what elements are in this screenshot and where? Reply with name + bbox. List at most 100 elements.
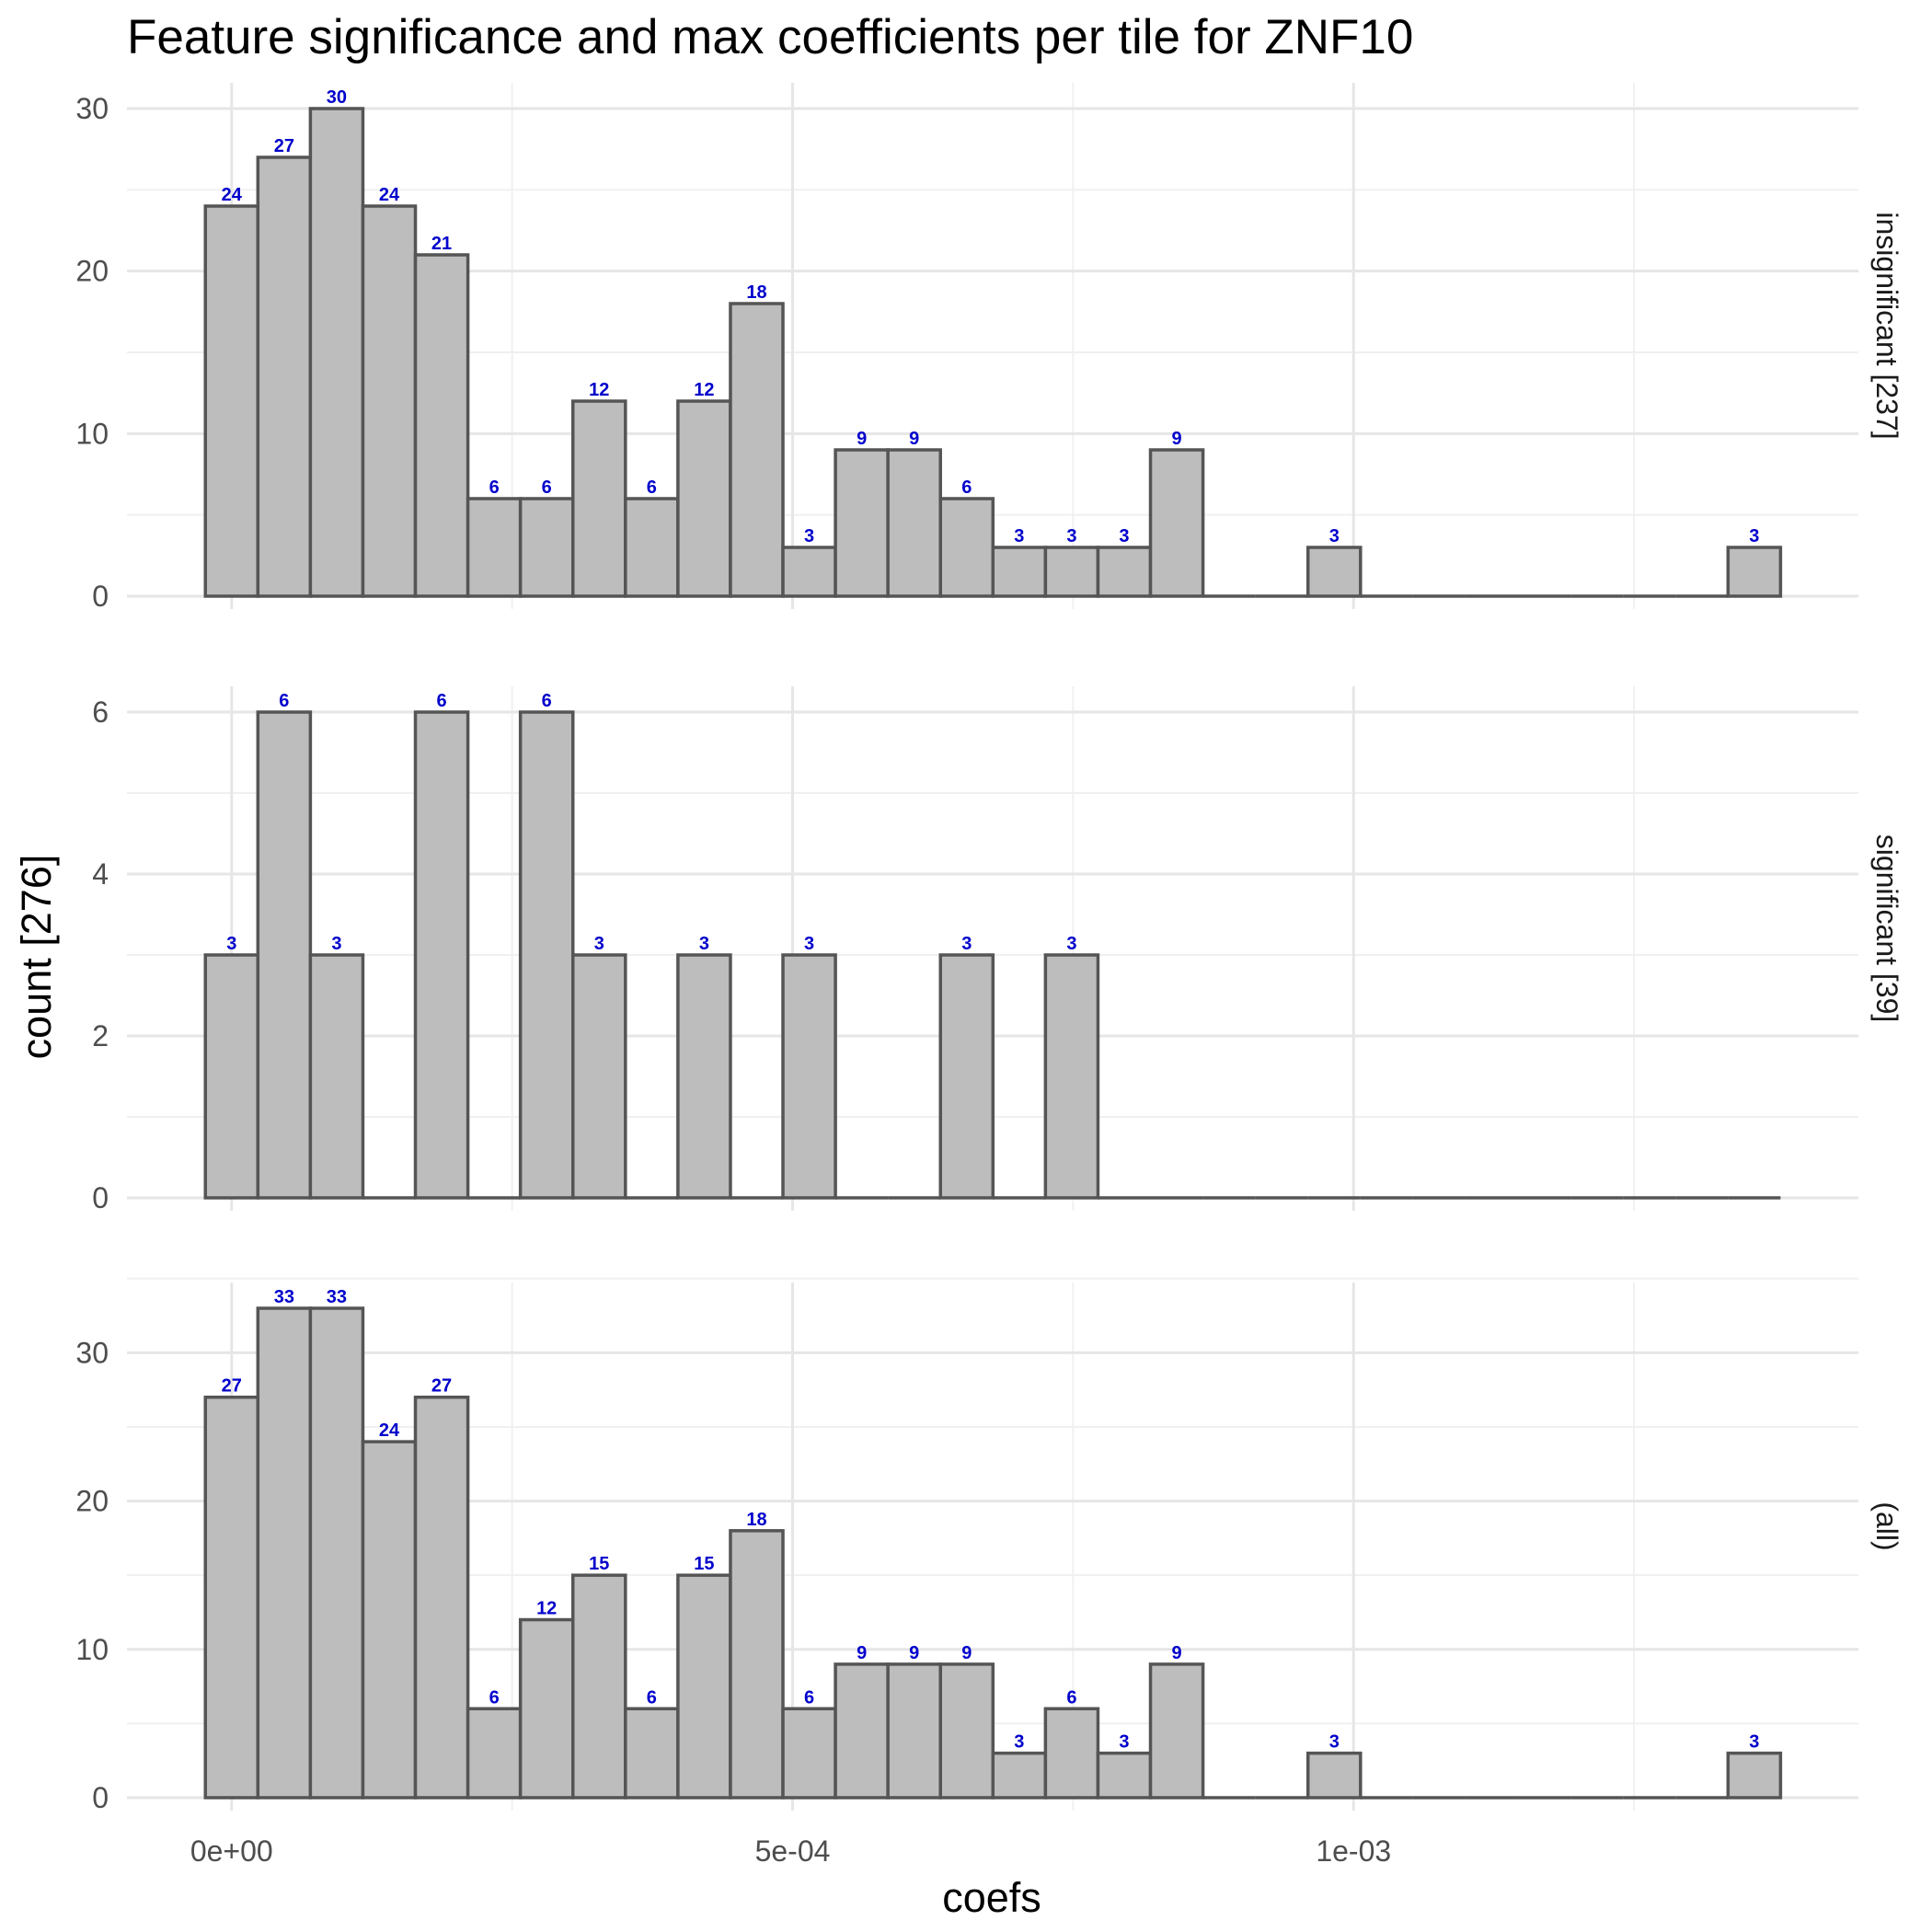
- bar-count-label: 6: [542, 691, 552, 711]
- histogram-bar: [886, 1662, 942, 1800]
- histogram-bar: [624, 497, 680, 598]
- bar-count-label: 3: [1014, 526, 1024, 546]
- histogram-bar: [1096, 1751, 1153, 1800]
- bar-count-label: 3: [699, 934, 709, 954]
- histogram-bar: [570, 399, 627, 598]
- y-tick-label: 0: [92, 1181, 109, 1214]
- chart-title: Feature significance and max coefficient…: [127, 10, 1413, 64]
- bar-count-label: 9: [909, 1643, 919, 1663]
- histogram-bar: [361, 1440, 418, 1800]
- bar-count-label: 3: [1329, 526, 1340, 546]
- bar-count-label: 33: [327, 1287, 347, 1307]
- y-tick-label: 6: [92, 696, 109, 729]
- bar-count-label: 24: [379, 1420, 400, 1441]
- histogram-bar: [781, 953, 837, 1200]
- histogram-bar: [991, 1751, 1048, 1800]
- histogram-bar: [203, 953, 260, 1200]
- facet-strip-label: (all): [1870, 1501, 1903, 1550]
- bar-count-label: 6: [647, 477, 657, 498]
- bar-count-label: 3: [331, 934, 341, 954]
- histogram-bar: [1043, 953, 1100, 1200]
- bar-count-label: 18: [746, 1510, 766, 1530]
- histogram-bar: [466, 497, 523, 598]
- histogram-bar: [1043, 546, 1100, 598]
- histogram-bar: [256, 155, 313, 598]
- histogram-bar: [886, 448, 942, 598]
- bar-count-label: 6: [804, 1687, 814, 1708]
- histogram-bar: [308, 953, 365, 1200]
- x-tick-label: 1e-03: [1316, 1834, 1391, 1868]
- histogram-bar: [361, 204, 418, 598]
- histogram-bar: [1096, 546, 1153, 598]
- histogram-bar: [834, 448, 890, 598]
- y-tick-label: 20: [75, 1485, 109, 1518]
- x-axis: 0e+00 5e-04 1e-03: [190, 1834, 1391, 1868]
- x-axis-title: coefs: [942, 1874, 1041, 1921]
- histogram-bar: [518, 1617, 575, 1800]
- y-tick-label: 0: [92, 1781, 109, 1814]
- x-tick-label: 0e+00: [190, 1834, 273, 1868]
- bar-count-label: 9: [857, 429, 867, 449]
- histogram-bar: [781, 546, 837, 598]
- histogram-bar: [834, 1662, 890, 1800]
- bar-count-label: 3: [804, 934, 814, 954]
- y-tick-label: 30: [75, 1336, 109, 1369]
- bar-count-label: 3: [804, 526, 814, 546]
- histogram-bar: [1305, 546, 1363, 598]
- histogram-bar: [203, 1395, 260, 1800]
- bar-count-label: 3: [1066, 526, 1076, 546]
- bar-count-label: 15: [589, 1554, 609, 1574]
- bar-count-label: 27: [222, 1376, 242, 1397]
- histogram-bar: [938, 953, 995, 1200]
- histogram-bar: [413, 710, 470, 1200]
- facet-strip-label: significant [39]: [1870, 834, 1903, 1023]
- bar-count-label: 6: [489, 477, 500, 498]
- y-tick-label: 0: [92, 580, 109, 613]
- bar-count-label: 6: [279, 691, 289, 711]
- x-tick-label: 5e-04: [755, 1834, 831, 1868]
- bar-count-label: 6: [1066, 1687, 1076, 1708]
- y-tick-label: 10: [75, 417, 109, 450]
- bar-count-label: 3: [1329, 1732, 1340, 1753]
- bar-count-label: 30: [327, 87, 347, 108]
- bar-count-label: 6: [961, 477, 972, 498]
- bar-count-label: 6: [542, 477, 552, 498]
- histogram-bar: [1305, 1751, 1363, 1800]
- bar-count-label: 6: [489, 1687, 500, 1708]
- histogram-bar: [570, 953, 627, 1200]
- bar-count-label: 3: [1119, 1732, 1129, 1753]
- histogram-bar: [1148, 448, 1205, 598]
- y-tick-label: 2: [92, 1019, 109, 1052]
- bar-count-label: 21: [431, 234, 452, 254]
- histogram-bar: [256, 710, 313, 1200]
- histogram-bar: [1726, 1751, 1783, 1800]
- histogram-bar: [466, 1707, 523, 1800]
- histogram-bar: [624, 1707, 680, 1800]
- bar-count-label: 9: [961, 1643, 972, 1663]
- histogram-bar: [991, 546, 1048, 598]
- bar-count-label: 9: [909, 429, 919, 449]
- histogram-bar: [938, 497, 995, 598]
- facet-strip-label: insignificant [237]: [1870, 212, 1903, 439]
- bar-count-label: 27: [431, 1376, 452, 1397]
- histogram-bar: [1726, 546, 1783, 598]
- bar-count-label: 9: [1171, 1643, 1181, 1663]
- bar-count-label: 9: [1171, 429, 1181, 449]
- bar-count-label: 12: [536, 1599, 557, 1619]
- facet-panel: 0 2 4 6 3 6 3 6 6 3 3 3 3 3 significant [39]: [92, 686, 1903, 1214]
- histogram-bar: [518, 497, 575, 598]
- histogram-bar: [413, 1395, 470, 1800]
- bar-count-label: 9: [857, 1643, 867, 1663]
- bar-count-label: 3: [1749, 526, 1759, 546]
- y-tick-label: 20: [75, 255, 109, 288]
- bar-count-label: 27: [274, 136, 294, 156]
- bar-count-label: 3: [1749, 1732, 1759, 1753]
- histogram-bar: [308, 1306, 365, 1800]
- histogram-bar: [413, 253, 470, 598]
- bar-count-label: 18: [746, 282, 766, 303]
- bar-count-label: 24: [222, 185, 243, 205]
- histogram-bar: [1148, 1662, 1205, 1800]
- bar-count-label: 15: [694, 1554, 714, 1574]
- y-tick-label: 4: [92, 857, 109, 891]
